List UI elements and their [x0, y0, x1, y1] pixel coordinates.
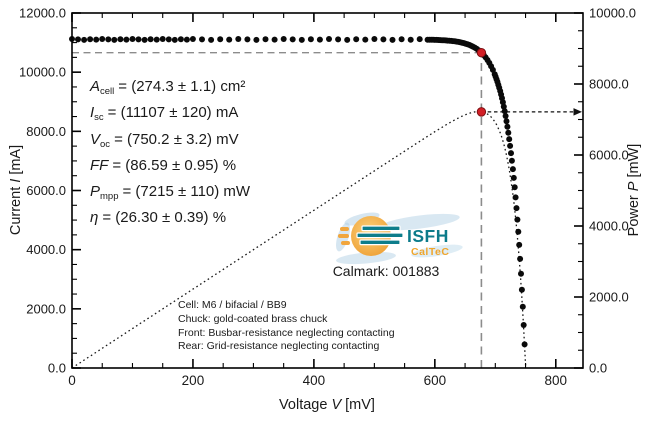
svg-text:0: 0 [68, 373, 76, 388]
result-pmpp: Pmpp = (7215 ± 110) mW [90, 183, 251, 203]
result-efficiency: η = (26.30 ± 0.39) % [90, 209, 227, 227]
x-axis-title-voltage: Voltage V [mV] [279, 397, 375, 413]
svg-text:6000.0: 6000.0 [26, 183, 66, 198]
svg-text:0.0: 0.0 [48, 361, 66, 376]
svg-text:4000.0: 4000.0 [26, 242, 66, 257]
results-annotation: Acell = (274.3 ± 1.1) cm² Isc = (11107 ± 1… [90, 76, 250, 234]
y-right-label-unit: [mW] [626, 143, 642, 178]
y-axis-title-power: Power P [mW] [626, 144, 642, 237]
y-left-label-word: Current [8, 186, 24, 236]
svg-text:600: 600 [424, 373, 447, 388]
note-chuck: Chuck: gold-coated brass chuck [178, 312, 328, 325]
isfh-caltec-logo: ISFH CalTeC [336, 211, 466, 265]
y-axis-title-current: Current I [mA] [8, 145, 24, 235]
result-isc: Isc = (11107 ± 120) mA [90, 104, 239, 124]
result-voc: Voc = (750.2 ± 3.2) mV [90, 130, 239, 150]
y-right-label-symbol: P [626, 181, 642, 192]
svg-text:8000.0: 8000.0 [589, 77, 629, 92]
result-area: Acell = (274.3 ± 1.1) cm² [90, 78, 246, 97]
note-front: Front: Busbar-resistance neglecting cont… [178, 326, 395, 339]
setup-notes: Cell: M6 / bifacial / BB9 Chuck: gold-co… [178, 299, 395, 354]
svg-text:200: 200 [182, 373, 205, 388]
svg-text:12000.0: 12000.0 [19, 6, 66, 21]
logo-org-text: ISFH [407, 226, 449, 246]
y-left-label-unit: [mA] [8, 144, 24, 175]
left-orange-bars [338, 227, 350, 245]
svg-text:10000.0: 10000.0 [589, 6, 636, 21]
logo-unit-text: CalTeC [411, 246, 449, 258]
note-cell: Cell: M6 / bifacial / BB9 [178, 299, 287, 311]
y-left-label-symbol: I [8, 178, 24, 183]
svg-text:2000.0: 2000.0 [26, 301, 66, 316]
calmark-number: Calmark: 001883 [332, 263, 440, 279]
x-label-word: Voltage [279, 397, 328, 413]
svg-text:8000.0: 8000.0 [26, 124, 66, 139]
svg-text:400: 400 [303, 373, 326, 388]
note-rear: Rear: Grid-resistance neglecting contact… [178, 340, 380, 353]
x-label-unit: [mV] [345, 397, 375, 413]
x-label-symbol: V [331, 397, 342, 413]
teal-bars-icon [356, 225, 404, 246]
svg-text:0.0: 0.0 [589, 361, 607, 376]
svg-text:10000.0: 10000.0 [19, 65, 66, 80]
svg-text:6000.0: 6000.0 [589, 148, 629, 163]
result-ff: FF = (86.59 ± 0.95) % [90, 156, 237, 174]
svg-text:2000.0: 2000.0 [589, 290, 629, 305]
y-right-label-word: Power [626, 195, 642, 237]
svg-text:4000.0: 4000.0 [589, 219, 629, 234]
svg-text:800: 800 [545, 373, 568, 388]
